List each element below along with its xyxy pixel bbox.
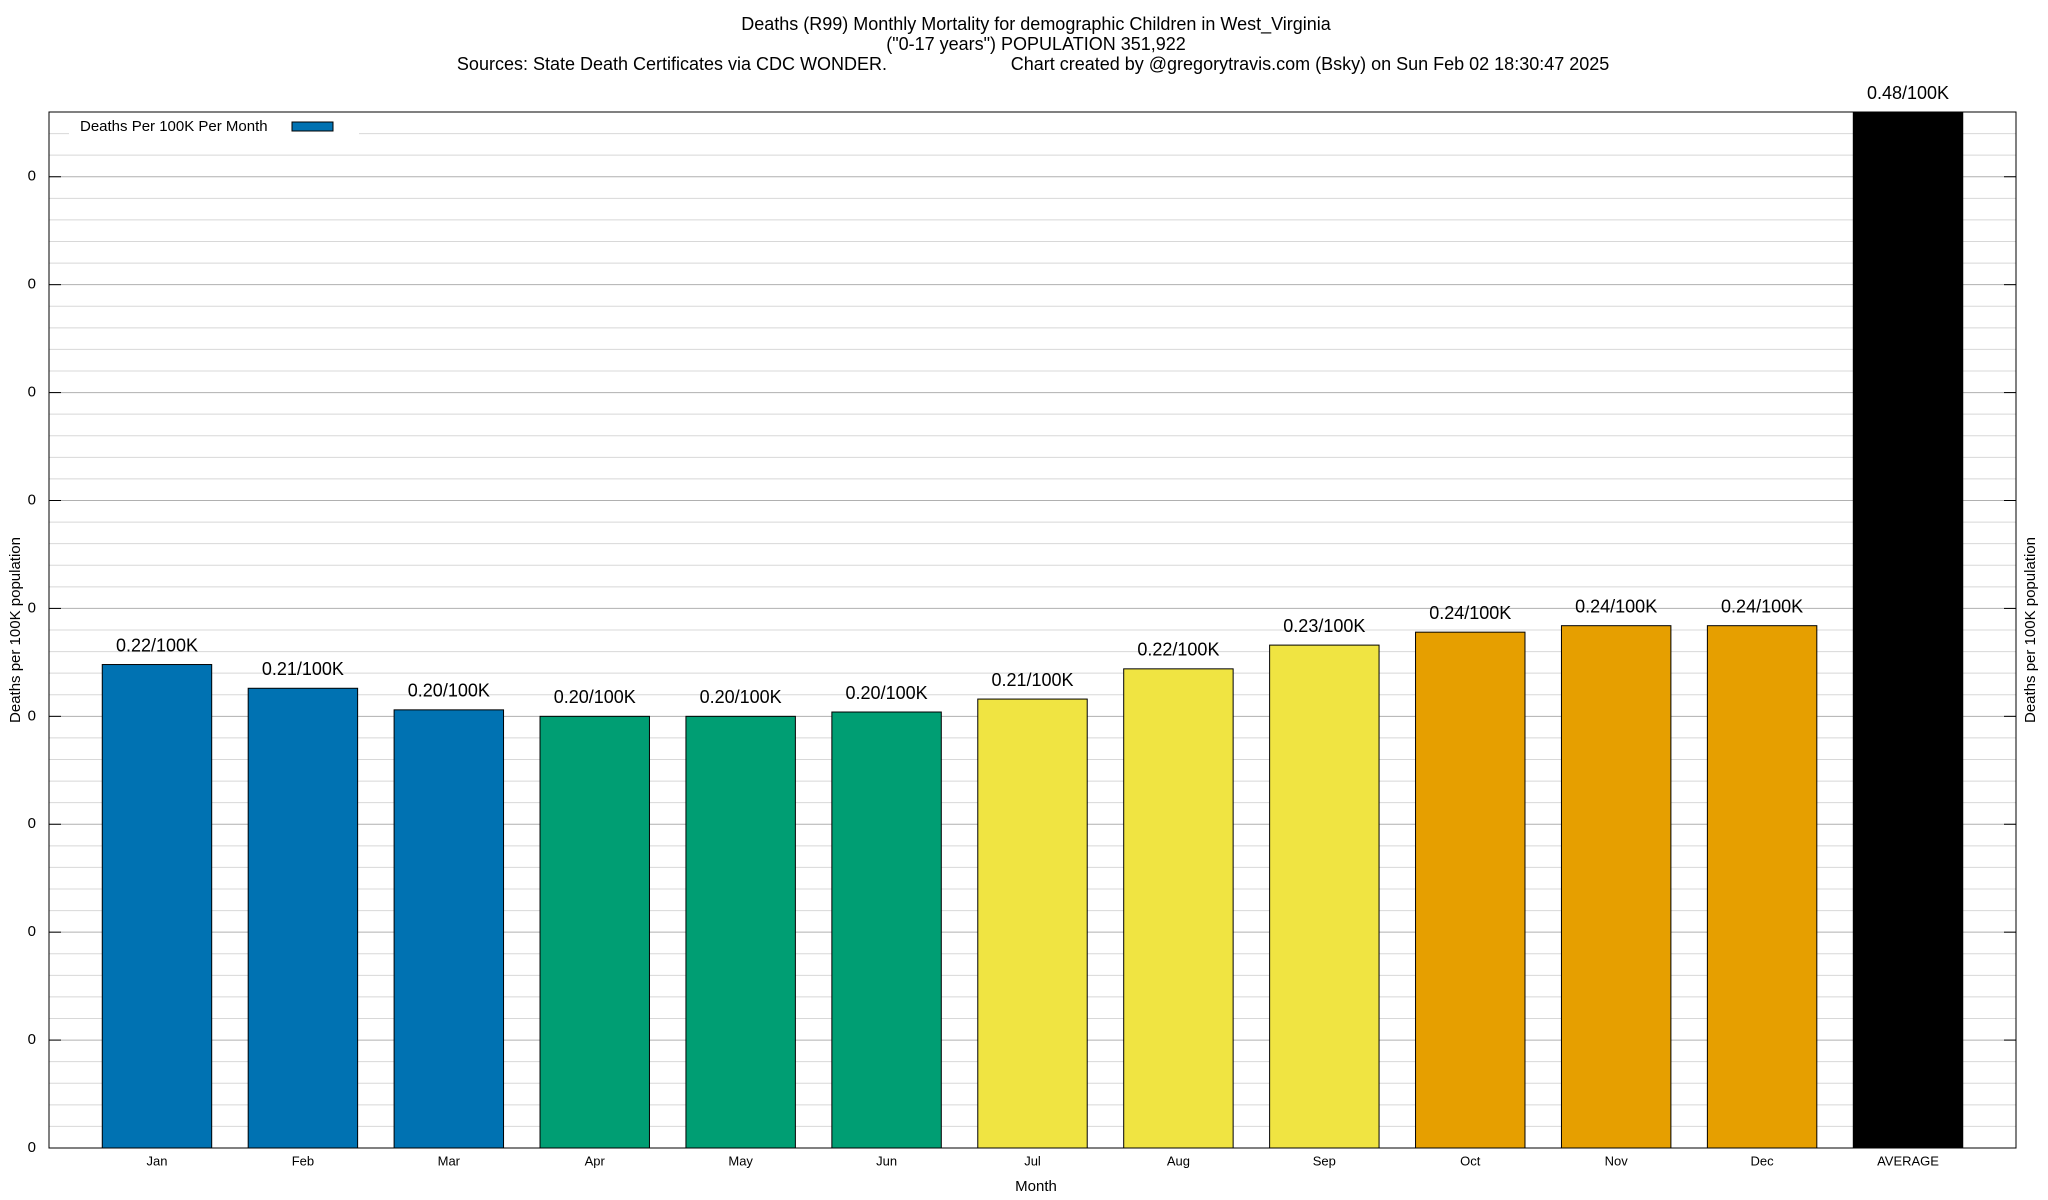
x-tick-label: Dec [1751, 1153, 1775, 1168]
value-label: 0.22/100K [1137, 640, 1219, 660]
bar [101, 664, 213, 1149]
bar [539, 715, 650, 1149]
y-axis-label: Deaths per 100K population [7, 537, 24, 723]
legend-box [69, 116, 359, 138]
credit-note: Chart created by @gregorytravis.com (Bsk… [1011, 54, 1610, 74]
bar [1852, 111, 1964, 1149]
y-tick-label: 0 [28, 815, 36, 832]
x-tick-label: Jun [876, 1153, 897, 1168]
bar [247, 687, 359, 1149]
x-tick-label: Jul [1024, 1153, 1041, 1168]
source-note: Sources: State Death Certificates via CD… [457, 54, 887, 74]
value-label: 0.21/100K [991, 670, 1073, 690]
x-tick-label: Sep [1313, 1153, 1336, 1168]
chart-title: Deaths (R99) Monthly Mortality for demog… [741, 14, 1332, 35]
y-tick-label: 0 [28, 707, 36, 724]
chart-subtitle: ("0-17 years") POPULATION 351,922 [886, 34, 1186, 54]
x-tick-label: May [728, 1153, 753, 1168]
y-tick-label: 0 [28, 1139, 36, 1156]
value-label: 0.20/100K [554, 687, 636, 707]
value-label: 0.48/100K [1867, 83, 1949, 103]
value-label: 0.20/100K [846, 683, 928, 703]
value-label: 0.24/100K [1575, 596, 1657, 616]
bar [393, 709, 505, 1149]
bar [831, 711, 942, 1149]
y-tick-label: 0 [28, 384, 36, 401]
x-tick-label: Nov [1605, 1153, 1629, 1168]
y-tick-label: 0 [28, 276, 36, 293]
value-label: 0.21/100K [262, 659, 344, 679]
x-tick-label: Apr [585, 1153, 606, 1168]
x-tick-label: Oct [1460, 1153, 1481, 1168]
bar [1560, 625, 1672, 1149]
x-tick-label: Aug [1167, 1153, 1190, 1168]
y-tick-label: 0 [28, 491, 36, 508]
value-label: 0.22/100K [116, 635, 198, 655]
y-tick-label: 0 [28, 599, 36, 616]
y-tick-label: 0 [28, 168, 36, 185]
bar [1706, 625, 1818, 1149]
bar [685, 715, 796, 1149]
x-axis-label: Month [1015, 1178, 1057, 1195]
value-label: 0.23/100K [1283, 616, 1365, 636]
bar [1123, 668, 1234, 1149]
legend-label: Deaths Per 100K Per Month [80, 118, 268, 135]
legend-swatch [291, 121, 334, 132]
x-tick-label: AVERAGE [1877, 1153, 1939, 1168]
x-tick-label: Mar [438, 1153, 461, 1168]
value-label: 0.20/100K [700, 687, 782, 707]
bar [1269, 644, 1380, 1149]
value-label: 0.24/100K [1721, 596, 1803, 616]
y-tick-label: 0 [28, 1031, 36, 1048]
value-label: 0.20/100K [408, 681, 490, 701]
x-tick-label: Feb [292, 1153, 314, 1168]
plot-frame [48, 111, 2017, 1149]
y2-axis-label: Deaths per 100K population [2022, 537, 2039, 723]
bar [1415, 631, 1526, 1149]
x-tick-label: Jan [146, 1153, 167, 1168]
value-label: 0.24/100K [1429, 603, 1511, 623]
y-tick-label: 0 [28, 923, 36, 940]
bar [977, 698, 1088, 1149]
